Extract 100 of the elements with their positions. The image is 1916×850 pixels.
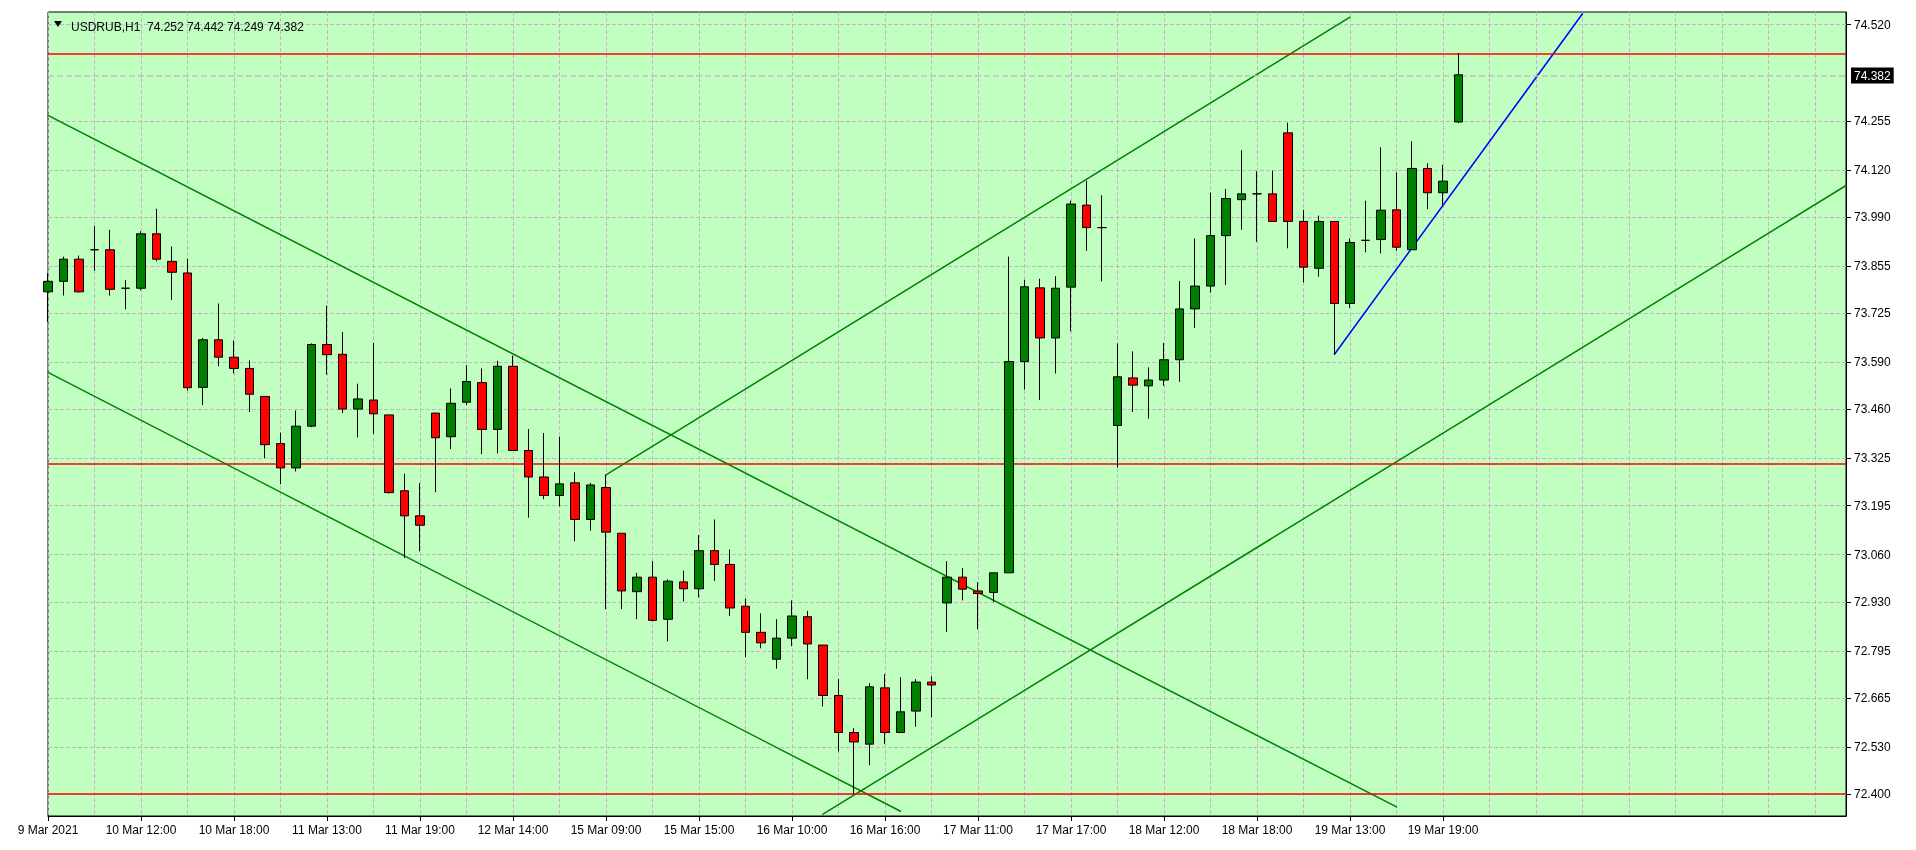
x-tick-label: 10 Mar 12:00 <box>105 823 177 837</box>
text: USDRUB,H1 74.252 74.442 74.249 74.382 <box>71 20 305 34</box>
candlestick <box>1252 170 1262 243</box>
candlestick <box>493 360 502 454</box>
candlestick <box>741 598 750 658</box>
candlestick <box>632 572 642 620</box>
candlestick <box>369 342 378 435</box>
candlestick <box>183 258 192 392</box>
y-tick-label: 74.120 <box>1854 162 1892 177</box>
y-tick-label: 73.195 <box>1854 498 1892 513</box>
candlestick <box>1361 200 1370 253</box>
candlestick <box>1423 162 1432 210</box>
y-tick-label: 74.255 <box>1854 113 1892 128</box>
candlestick <box>756 612 766 649</box>
x-tick-label: 18 Mar 12:00 <box>1128 823 1200 837</box>
candlestick <box>1376 146 1386 254</box>
candlestick <box>694 534 704 598</box>
candlestick <box>400 473 409 559</box>
candlestick <box>803 610 812 680</box>
x-tick-label: 10 Mar 18:00 <box>198 823 270 837</box>
candlestick <box>1268 170 1277 222</box>
x-tick-label: 11 Mar 19:00 <box>385 823 456 837</box>
candlestick <box>229 340 239 375</box>
x-tick-label: 19 Mar 13:00 <box>1314 823 1386 837</box>
candlestick <box>555 436 564 507</box>
candlestick <box>260 395 270 459</box>
candlestick <box>648 560 657 622</box>
y-tick-label: 73.990 <box>1854 210 1892 225</box>
candlestick <box>136 230 146 291</box>
candlestick <box>214 302 223 367</box>
candlestick <box>1392 171 1401 252</box>
candlestick <box>725 549 735 617</box>
candlestick <box>1004 256 1014 574</box>
candlestick <box>1345 238 1355 309</box>
candlestick <box>446 387 456 450</box>
candlestick <box>880 673 890 745</box>
candlestick <box>1128 350 1138 413</box>
candlestick <box>167 245 177 301</box>
y-tick-label: 73.590 <box>1854 355 1892 370</box>
y-tick-label: 72.665 <box>1854 691 1892 706</box>
y-tick-label: 73.325 <box>1854 451 1892 466</box>
y-tick-label: 72.930 <box>1854 594 1892 609</box>
candlestick <box>818 644 828 707</box>
x-tick-label: 17 Mar 17:00 <box>1035 823 1107 837</box>
y-tick-label: 73.060 <box>1854 547 1892 562</box>
candlestick <box>927 675 936 718</box>
candlestick <box>834 678 843 752</box>
y-tick-label: 72.530 <box>1854 740 1892 755</box>
x-tick-label: 18 Mar 18:00 <box>1221 823 1293 837</box>
candlestick <box>1035 278 1045 401</box>
candlestick <box>90 225 99 272</box>
candlestick <box>291 410 301 473</box>
candlestick <box>1407 140 1417 251</box>
x-tick-label: 9 Mar 2021 <box>17 823 79 837</box>
candlestick <box>1206 192 1215 294</box>
candlestick <box>896 676 905 734</box>
candlestick <box>322 305 332 376</box>
candlestick <box>663 578 673 642</box>
y-tick-label: 72.400 <box>1854 787 1892 802</box>
candlestick <box>1237 149 1246 231</box>
candlestick <box>586 482 595 532</box>
x-tick-label: 17 Mar 11:00 <box>943 823 1014 837</box>
candlestick <box>1190 238 1200 329</box>
candlestick <box>1283 122 1293 249</box>
candlestick <box>989 572 998 603</box>
candlestick <box>198 337 208 406</box>
candlestick <box>1097 194 1107 282</box>
x-tick-label: 15 Mar 09:00 <box>570 823 642 837</box>
candlestick <box>601 474 611 610</box>
candlestick <box>245 359 254 413</box>
candlestick <box>1221 188 1231 286</box>
candlestick <box>415 482 425 552</box>
y-tick-label: 74.520 <box>1854 17 1892 32</box>
x-tick-label: 15 Mar 15:00 <box>663 823 735 837</box>
ref-line-label: 74.382 <box>1854 68 1892 83</box>
x-tick-label: 11 Mar 13:00 <box>292 823 363 837</box>
candlestick <box>1299 209 1308 283</box>
candlestick <box>1051 275 1060 375</box>
y-tick-label: 73.460 <box>1854 402 1892 417</box>
candlestick <box>353 383 363 438</box>
candlestick <box>1159 342 1169 387</box>
y-tick-label: 72.795 <box>1854 643 1892 658</box>
candlestick <box>1082 180 1091 252</box>
candlestick <box>772 618 781 670</box>
y-tick-label: 73.855 <box>1854 259 1892 274</box>
candlestick <box>865 682 874 766</box>
candlestick <box>570 471 580 542</box>
candlestick <box>911 678 921 728</box>
candlestick <box>1454 52 1463 124</box>
candlestick <box>1144 366 1153 420</box>
candlestick <box>1020 279 1029 390</box>
x-tick-label: 16 Mar 10:00 <box>756 823 828 837</box>
candlestick <box>477 367 487 455</box>
y-tick-label: 73.725 <box>1854 306 1892 321</box>
candlestick <box>74 255 84 294</box>
candlestick <box>679 570 688 602</box>
candlestick <box>1438 164 1448 206</box>
candlestick <box>121 279 130 310</box>
candlestick <box>1175 280 1184 383</box>
candlestick <box>1330 220 1339 355</box>
